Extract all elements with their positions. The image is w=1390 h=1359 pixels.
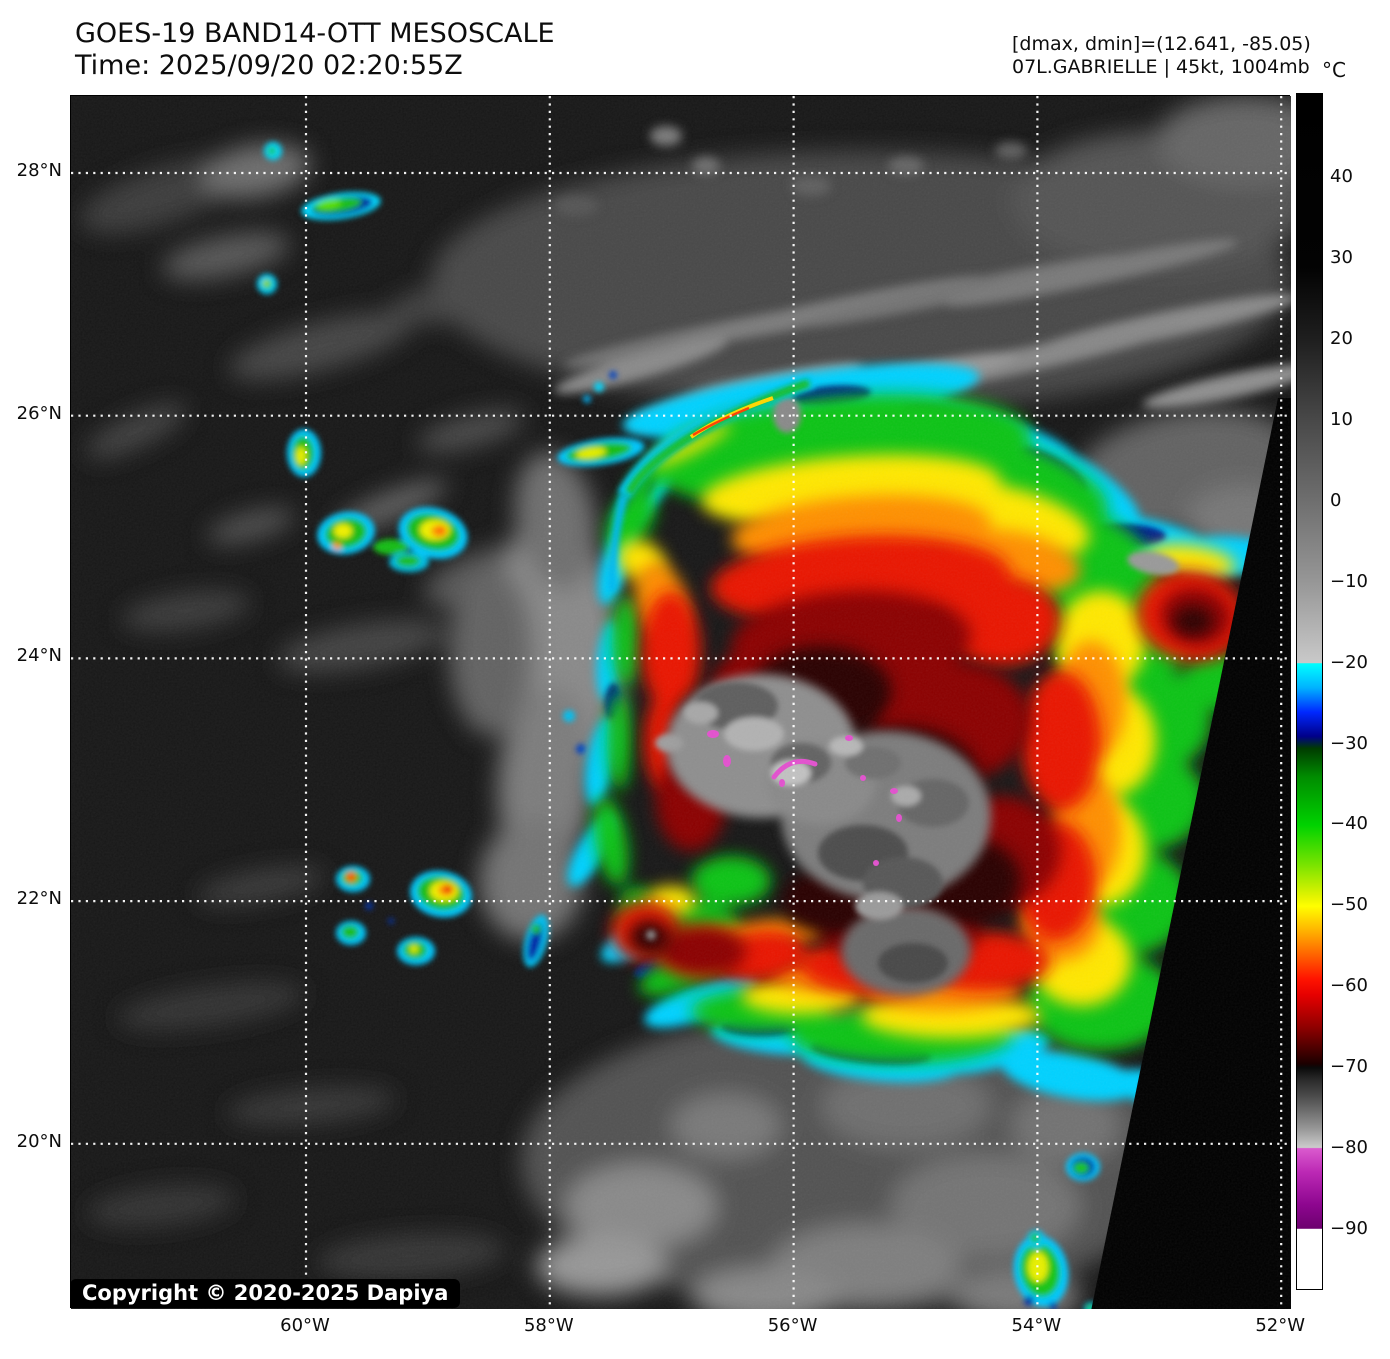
- colorbar-tick-label: −90: [1330, 1218, 1368, 1240]
- colorbar-tick-label: −50: [1330, 894, 1368, 916]
- colorbar-tick-label: −40: [1330, 813, 1368, 835]
- dmax-dmin-label: [dmax, dmin]=(12.641, -85.05): [1012, 33, 1311, 55]
- colorbar-tick-label: 30: [1330, 246, 1353, 268]
- lon-tick-label: 52°W: [1255, 1315, 1306, 1336]
- lat-tick-label: 20°N: [16, 1130, 62, 1152]
- colorbar-tick-label: −20: [1330, 651, 1368, 673]
- header-stats-block: [dmax, dmin]=(12.641, -85.05) 07L.GABRIE…: [1012, 33, 1311, 79]
- colorbar-tick-label: −10: [1330, 570, 1368, 592]
- storm-info-label: 07L.GABRIELLE | 45kt, 1004mb: [1012, 56, 1310, 78]
- lat-tick-label: 22°N: [16, 888, 62, 910]
- colorbar-unit-label: °C: [1322, 58, 1346, 82]
- lat-tick-label: 24°N: [16, 645, 62, 667]
- temperature-colorbar: [1296, 93, 1323, 1290]
- copyright-badge: Copyright © 2020-2025 Dapiya: [70, 1279, 461, 1308]
- lon-tick-label: 60°W: [280, 1315, 330, 1336]
- timestamp-label: Time: 2025/09/20 02:20:55Z: [75, 50, 463, 81]
- satellite-imagery: [71, 96, 1291, 1309]
- lon-tick-label: 58°W: [523, 1315, 574, 1336]
- colorbar-tick-label: 40: [1330, 165, 1353, 187]
- colorbar-tick-label: −60: [1330, 975, 1368, 997]
- colorbar-tick-label: 10: [1330, 408, 1353, 430]
- colorbar-tick-label: −80: [1330, 1137, 1368, 1159]
- satellite-map: [70, 95, 1291, 1309]
- lon-tick-label: 54°W: [1011, 1315, 1062, 1336]
- colorbar-tick-label: −70: [1330, 1056, 1368, 1078]
- image-noise-overlay: [71, 96, 1291, 1309]
- page-title: GOES-19 BAND14-OTT MESOSCALE: [75, 18, 555, 49]
- lat-tick-label: 28°N: [16, 160, 62, 181]
- lat-tick-label: 26°N: [16, 402, 62, 424]
- colorbar-tick-label: −30: [1330, 732, 1368, 754]
- colorbar-tick-label: 0: [1330, 489, 1342, 511]
- lon-tick-label: 56°W: [767, 1315, 818, 1336]
- colorbar-tick-label: 20: [1330, 327, 1353, 349]
